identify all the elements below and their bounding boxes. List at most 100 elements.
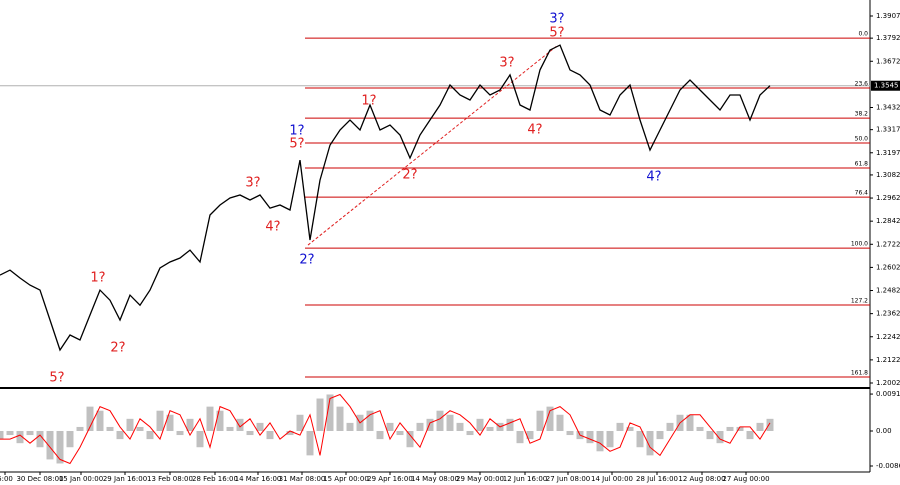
osc-signal (0, 393, 771, 465)
osc-y-tick-label: -0.00862 (876, 462, 900, 470)
osc-bar (516, 431, 524, 444)
osc-bar (26, 431, 34, 436)
fib-label: 23.6 (855, 81, 869, 88)
osc-bar (526, 431, 534, 440)
x-tick-label: 28 Feb 16:00 (192, 475, 238, 483)
osc-bar (506, 418, 514, 431)
y-tick-label: 1.3082 (876, 171, 900, 179)
osc-bar (426, 418, 434, 431)
osc-bar (396, 431, 404, 436)
osc-bar (366, 410, 374, 431)
osc-bar (16, 431, 24, 444)
osc-bar (456, 422, 464, 431)
osc-bar (206, 406, 214, 431)
x-tick-label: 27 Jun 08:00 (546, 475, 590, 483)
y-tick-label: 1.3907 (876, 12, 900, 20)
osc-bar (266, 431, 274, 440)
fib-label: 100.0 (851, 241, 868, 248)
osc-bar (246, 431, 254, 436)
osc-bar (316, 398, 324, 431)
fib-label: 0.0 (858, 31, 868, 38)
osc-bar (566, 431, 574, 436)
osc-bar (6, 431, 14, 436)
fib-label: 50.0 (855, 135, 869, 142)
osc-bar (46, 431, 54, 460)
osc-bar (666, 422, 674, 431)
x-tick-label: 29 Jan 16:00 (103, 475, 147, 483)
osc-bar (286, 431, 294, 436)
osc-bar (106, 426, 114, 431)
y-tick-label: 1.2002 (876, 379, 900, 387)
y-tick-label: 1.3317 (876, 126, 900, 134)
x-tick-label: 28 Jul 16:00 (636, 475, 678, 483)
x-tick-label: 14 May 08:00 (411, 475, 459, 483)
x-tick-label: 15 Jan 00:00 (59, 475, 103, 483)
osc-bar (76, 426, 84, 431)
x-tick-label: 27 Aug 00:00 (722, 475, 769, 483)
y-tick-label: 1.2722 (876, 240, 900, 248)
x-tick-label: 6:00 (0, 475, 13, 483)
y-tick-label: 1.2362 (876, 310, 900, 318)
osc-bar (0, 431, 4, 440)
osc-bar (146, 431, 154, 440)
osc-bar (256, 422, 264, 431)
osc-bar (326, 394, 334, 431)
osc-y-tick-label: 0.0091 (876, 390, 900, 398)
osc-bar (56, 431, 64, 464)
wave-label: 2? (110, 341, 125, 356)
x-tick-label: 14 Mar 16:00 (235, 475, 282, 483)
x-tick-label: 29 Apr 16:00 (367, 475, 413, 483)
wave-label: 2? (402, 168, 417, 183)
osc-bar (586, 431, 594, 444)
x-tick-label: 12 Aug 08:00 (678, 475, 725, 483)
osc-bar (466, 431, 474, 436)
y-tick-label: 1.2482 (876, 287, 900, 295)
y-tick-label: 1.3432 (876, 103, 900, 111)
price-line (0, 44, 771, 352)
x-tick-label: 15 Apr 00:00 (323, 475, 369, 483)
wave-label: 4? (646, 170, 661, 185)
osc-bar (716, 431, 724, 444)
y-tick-label: 1.2122 (876, 356, 900, 364)
osc-bar (596, 431, 604, 452)
x-tick-label: 30 Dec 08:00 (16, 475, 63, 483)
osc-bar (606, 431, 614, 448)
y-tick-label: 1.3672 (876, 57, 900, 65)
osc-bar (636, 431, 644, 448)
y-tick-label: 1.2962 (876, 194, 900, 202)
osc-bar (766, 418, 774, 431)
y-tick-label: 1.3197 (876, 149, 900, 157)
osc-bar (166, 414, 174, 431)
wave-label: 1? (289, 124, 304, 139)
osc-bar (346, 422, 354, 431)
osc-bar (656, 431, 664, 440)
wave-label: 2? (299, 253, 314, 268)
fib-label: 61.8 (855, 160, 869, 167)
osc-bar (156, 410, 164, 431)
trend-line (307, 44, 559, 246)
wave-label: 3? (499, 55, 514, 70)
osc-bar (736, 426, 744, 431)
osc-bar (126, 418, 134, 431)
osc-bar (706, 431, 714, 440)
x-tick-label: 12 Jun 16:00 (503, 475, 547, 483)
osc-bar (306, 431, 314, 456)
fib-label: 76.4 (855, 190, 869, 197)
osc-bar (336, 406, 344, 431)
osc-bar (446, 414, 454, 431)
wave-label: 3? (245, 176, 260, 191)
osc-bar (406, 431, 414, 448)
wave-label: 5? (49, 371, 64, 386)
x-tick-label: 31 Mar 08:00 (279, 475, 326, 483)
wave-label: 1? (90, 270, 105, 285)
osc-bar (546, 406, 554, 431)
osc-bar (486, 426, 494, 431)
osc-bar (386, 422, 394, 431)
osc-bar (536, 410, 544, 431)
wave-label: 5? (549, 25, 564, 40)
osc-bar (116, 431, 124, 440)
osc-y-tick-label: 0.00 (876, 427, 892, 435)
osc-bar (626, 426, 634, 431)
